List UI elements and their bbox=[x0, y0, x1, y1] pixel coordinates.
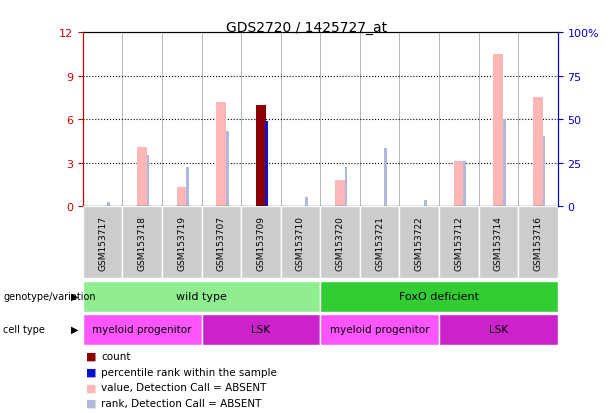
Bar bbox=[281, 206, 321, 279]
Bar bbox=[256, 105, 266, 206]
Text: GSM153709: GSM153709 bbox=[256, 215, 265, 270]
Text: percentile rank within the sample: percentile rank within the sample bbox=[101, 367, 277, 377]
Text: ▶: ▶ bbox=[71, 291, 78, 301]
Text: value, Detection Call = ABSENT: value, Detection Call = ABSENT bbox=[101, 382, 267, 392]
Text: cell type: cell type bbox=[3, 324, 45, 334]
Bar bbox=[345, 168, 348, 206]
Text: ■: ■ bbox=[86, 351, 96, 361]
Bar bbox=[439, 314, 558, 345]
Bar bbox=[162, 206, 202, 279]
Bar bbox=[147, 156, 150, 206]
Text: GSM153722: GSM153722 bbox=[415, 215, 424, 270]
Bar bbox=[107, 202, 110, 206]
Bar bbox=[503, 120, 506, 206]
Text: ■: ■ bbox=[86, 382, 96, 392]
Text: GSM153714: GSM153714 bbox=[494, 215, 503, 270]
Text: GSM153707: GSM153707 bbox=[217, 215, 226, 270]
Text: GSM153719: GSM153719 bbox=[177, 215, 186, 270]
Text: GDS2720 / 1425727_at: GDS2720 / 1425727_at bbox=[226, 21, 387, 35]
Bar bbox=[454, 162, 464, 206]
Bar bbox=[216, 102, 226, 206]
Text: GSM153710: GSM153710 bbox=[296, 215, 305, 270]
Bar bbox=[305, 198, 308, 206]
Bar bbox=[265, 121, 268, 206]
Bar bbox=[321, 206, 360, 279]
Bar bbox=[493, 55, 503, 206]
Text: LSK: LSK bbox=[251, 324, 270, 335]
Text: ■: ■ bbox=[86, 367, 96, 377]
Bar bbox=[83, 314, 202, 345]
Text: GSM153720: GSM153720 bbox=[335, 215, 345, 270]
Bar bbox=[202, 206, 241, 279]
Bar bbox=[177, 188, 187, 206]
Bar bbox=[518, 206, 558, 279]
Bar bbox=[463, 162, 466, 206]
Bar bbox=[439, 206, 479, 279]
Bar bbox=[335, 180, 345, 206]
Text: LSK: LSK bbox=[489, 324, 508, 335]
Bar bbox=[202, 314, 321, 345]
Bar bbox=[321, 314, 439, 345]
Bar bbox=[123, 206, 162, 279]
Text: wild type: wild type bbox=[176, 291, 227, 301]
Bar bbox=[241, 206, 281, 279]
Text: FoxO deficient: FoxO deficient bbox=[399, 291, 479, 301]
Bar bbox=[479, 206, 518, 279]
Text: GSM153718: GSM153718 bbox=[138, 215, 147, 270]
Bar bbox=[533, 98, 543, 206]
Text: ▶: ▶ bbox=[71, 324, 78, 334]
Text: GSM153717: GSM153717 bbox=[98, 215, 107, 270]
Text: rank, Detection Call = ABSENT: rank, Detection Call = ABSENT bbox=[101, 398, 262, 408]
Bar bbox=[83, 281, 321, 312]
Text: count: count bbox=[101, 351, 131, 361]
Bar bbox=[186, 168, 189, 206]
Bar bbox=[360, 206, 400, 279]
Bar bbox=[424, 201, 427, 206]
Text: myeloid progenitor: myeloid progenitor bbox=[93, 324, 192, 335]
Bar bbox=[137, 147, 147, 206]
Bar bbox=[83, 206, 123, 279]
Bar bbox=[226, 131, 229, 206]
Text: GSM153716: GSM153716 bbox=[533, 215, 543, 270]
Text: ■: ■ bbox=[86, 398, 96, 408]
Bar bbox=[321, 281, 558, 312]
Text: genotype/variation: genotype/variation bbox=[3, 291, 96, 301]
Bar bbox=[543, 137, 546, 206]
Bar bbox=[400, 206, 439, 279]
Text: GSM153712: GSM153712 bbox=[454, 215, 463, 270]
Bar bbox=[384, 149, 387, 206]
Text: myeloid progenitor: myeloid progenitor bbox=[330, 324, 430, 335]
Text: GSM153721: GSM153721 bbox=[375, 215, 384, 270]
